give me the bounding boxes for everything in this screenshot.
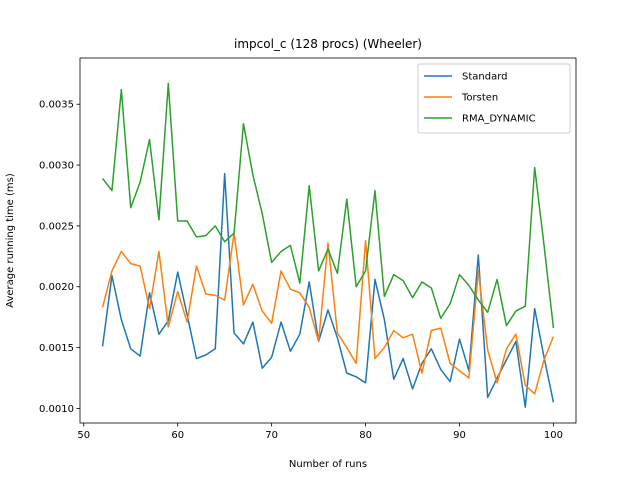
y-tick-label: 0.0020	[39, 282, 74, 293]
legend-label: RMA_DYNAMIC	[462, 114, 536, 125]
x-tick-label: 80	[359, 430, 372, 441]
x-tick-label: 50	[77, 430, 90, 441]
series-line-torsten	[101, 232, 555, 395]
series-line-rma-dynamic	[101, 82, 555, 329]
legend-box	[417, 63, 571, 134]
y-tick-label: 0.0015	[39, 343, 74, 354]
legend-label: Standard	[462, 72, 508, 83]
legend-label: Torsten	[461, 93, 498, 104]
y-tick-label: 0.0010	[39, 404, 74, 415]
y-tick-label: 0.0035	[39, 100, 74, 111]
x-axis-title: Number of runs	[289, 459, 367, 470]
plot-frame	[79, 57, 577, 424]
series-line-standard	[101, 172, 555, 408]
chart-title: impcol_c (128 procs) (Wheeler)	[234, 37, 422, 51]
x-tick-label: 90	[453, 430, 466, 441]
x-tick-label: 100	[544, 430, 563, 441]
legend: Standard Torsten RMA_DYNAMIC	[417, 63, 571, 134]
x-axis: 50 60 70 80 90 100	[77, 423, 563, 441]
series-layer	[101, 82, 555, 408]
x-tick-label: 70	[265, 430, 278, 441]
y-axis: 0.0010 0.0015 0.0020 0.0025 0.0030 0.0035	[39, 100, 80, 415]
y-tick-label: 0.0025	[39, 221, 74, 232]
y-tick-label: 0.0030	[39, 161, 74, 172]
x-tick-label: 60	[171, 430, 184, 441]
y-axis-title: Average running time (ms)	[5, 173, 16, 308]
